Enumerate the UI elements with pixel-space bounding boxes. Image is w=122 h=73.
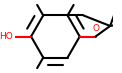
Text: O: O	[92, 24, 99, 33]
Text: HO: HO	[0, 32, 13, 41]
